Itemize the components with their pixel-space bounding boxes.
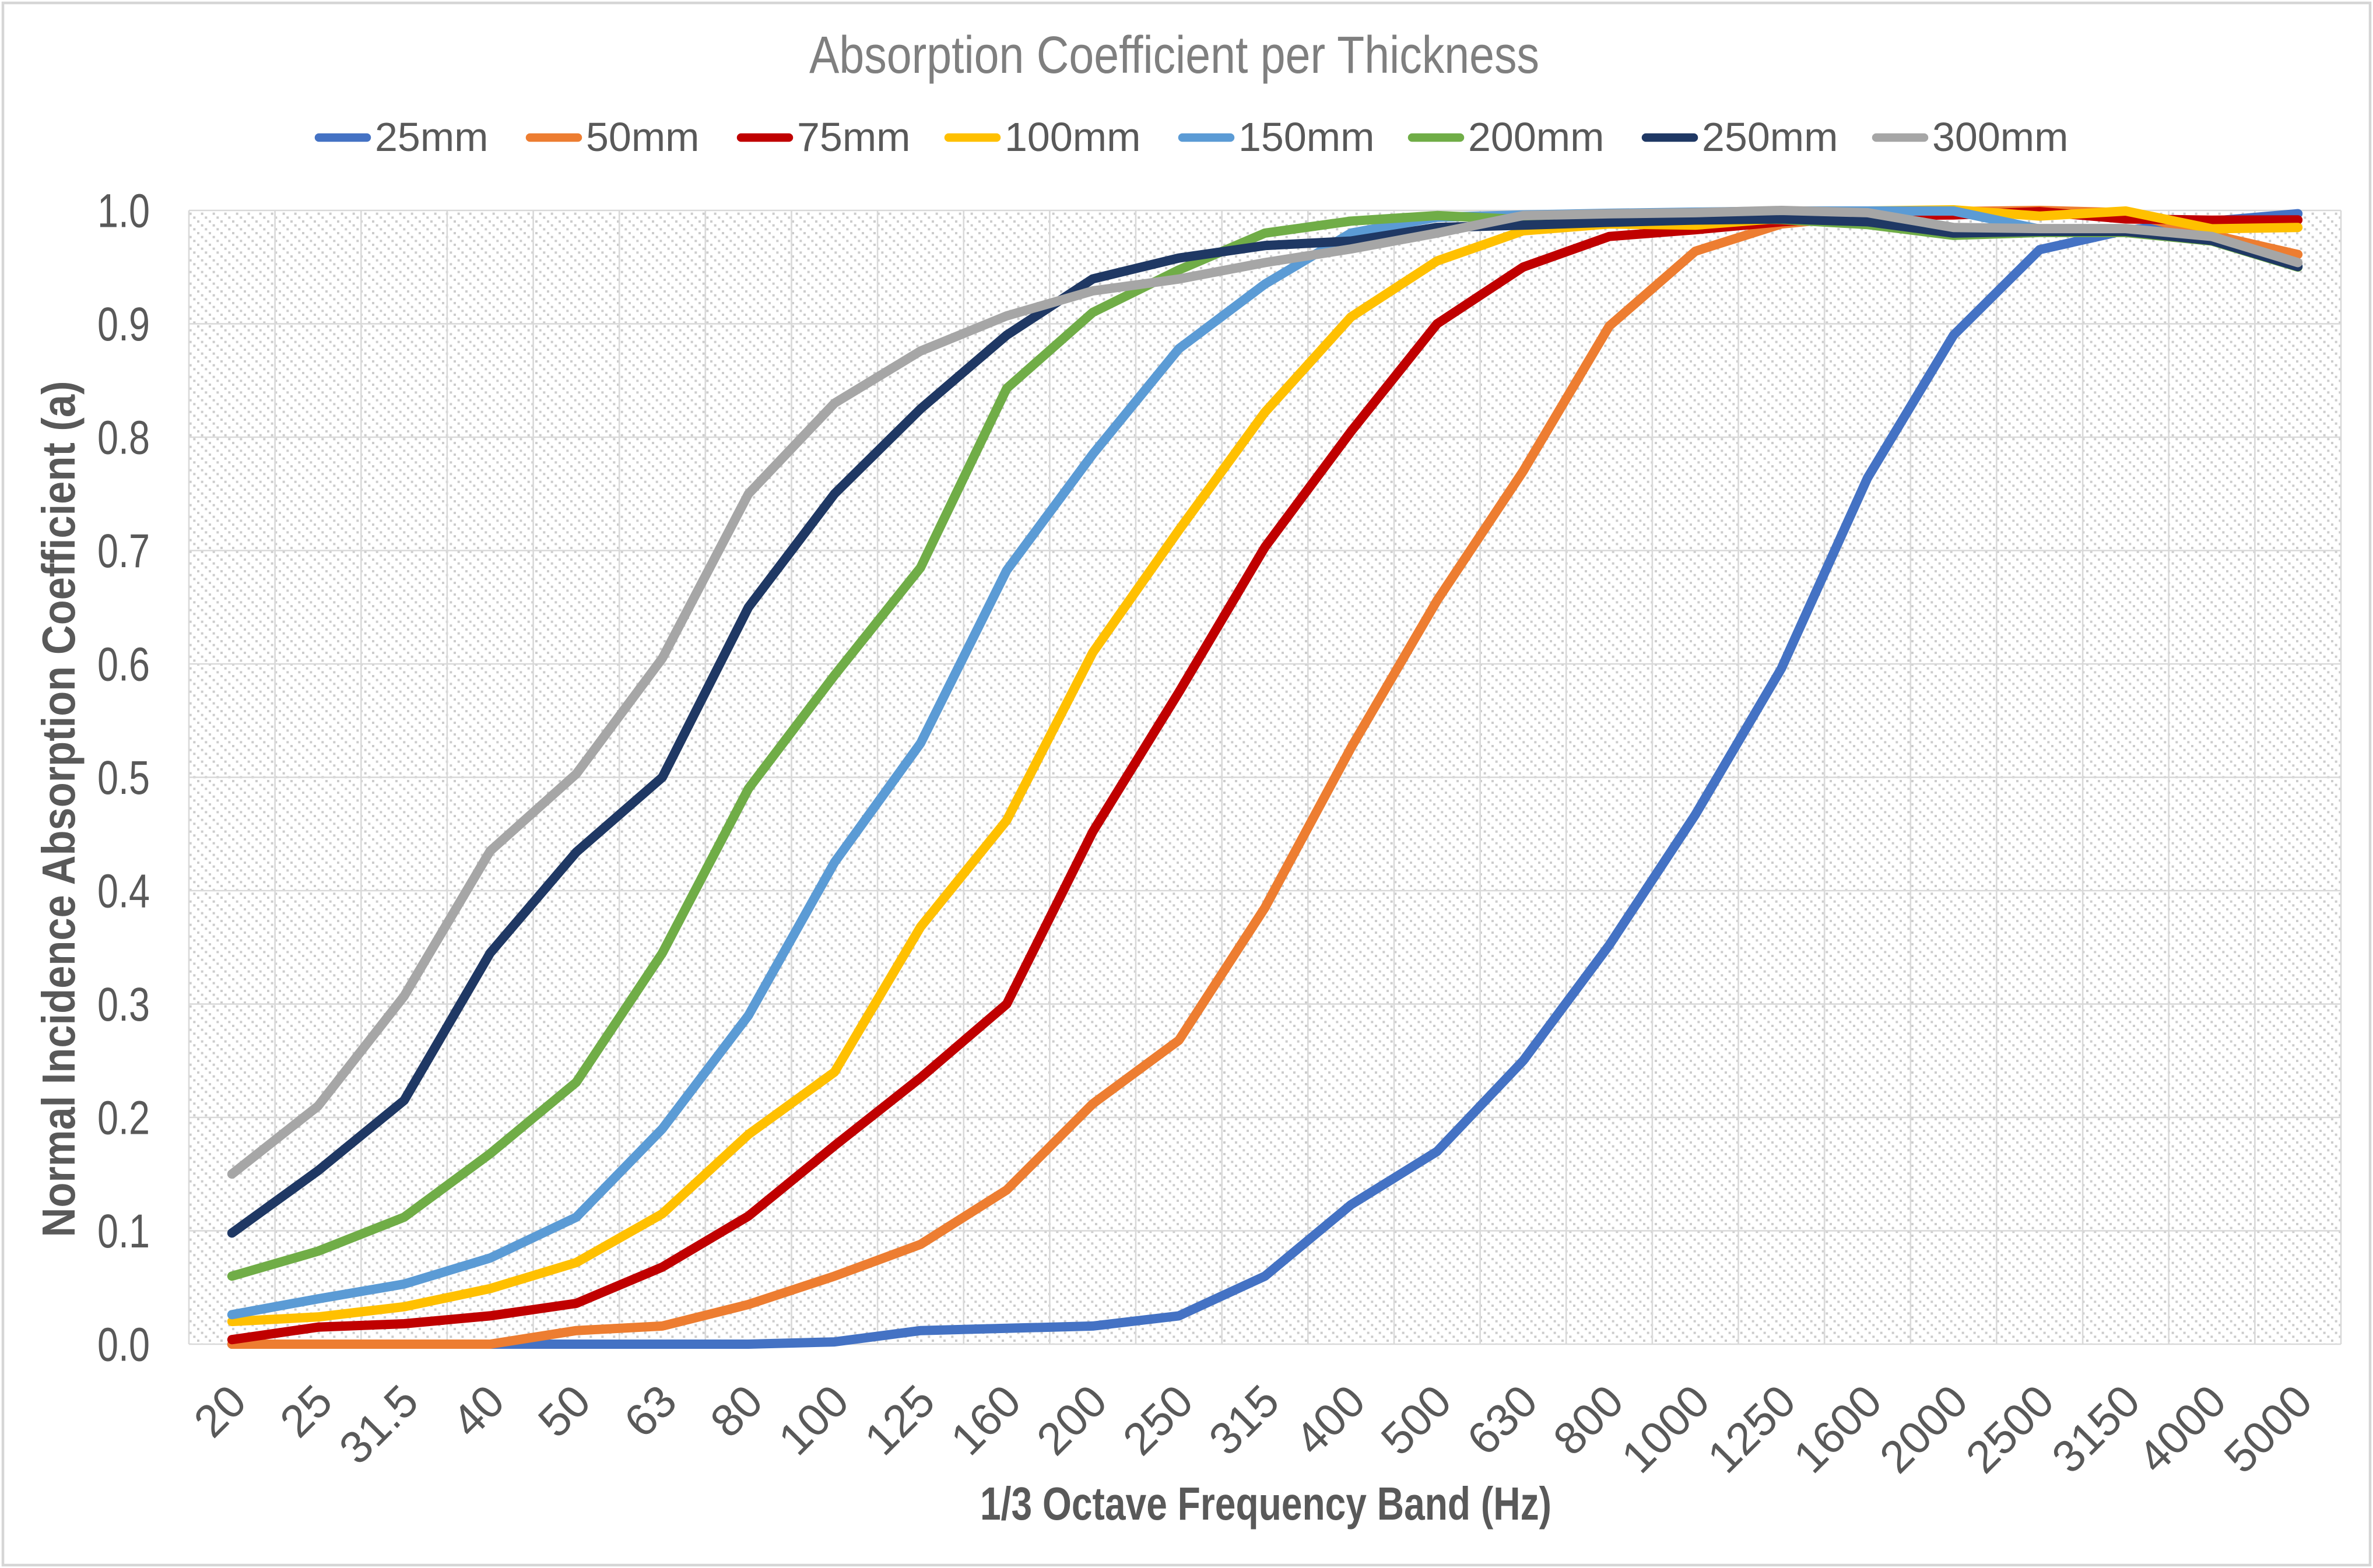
svg-text:1.0: 1.0 (97, 185, 150, 238)
svg-text:300mm: 300mm (1932, 114, 2068, 160)
svg-text:0.9: 0.9 (97, 298, 150, 351)
svg-text:0.8: 0.8 (97, 412, 150, 465)
svg-text:25mm: 25mm (375, 114, 488, 160)
svg-text:250mm: 250mm (1702, 114, 1838, 160)
svg-text:0.1: 0.1 (97, 1205, 150, 1258)
svg-text:0.7: 0.7 (97, 525, 150, 578)
svg-text:0.5: 0.5 (97, 751, 150, 804)
svg-text:Absorption Coefficient per Thi: Absorption Coefficient per Thickness (809, 26, 1539, 85)
svg-text:Normal Incidence Absorption Co: Normal Incidence Absorption Coefficient … (33, 381, 85, 1237)
svg-text:0.0: 0.0 (97, 1319, 150, 1372)
svg-text:1/3 Octave Frequency Band (Hz): 1/3 Octave Frequency Band (Hz) (980, 1478, 1551, 1530)
svg-text:0.6: 0.6 (97, 638, 150, 691)
svg-text:75mm: 75mm (797, 114, 910, 160)
svg-text:150mm: 150mm (1238, 114, 1374, 160)
svg-text:0.3: 0.3 (97, 978, 150, 1031)
svg-text:200mm: 200mm (1468, 114, 1604, 160)
svg-text:0.2: 0.2 (97, 1092, 150, 1145)
svg-text:0.4: 0.4 (97, 865, 150, 918)
svg-text:50mm: 50mm (586, 114, 699, 160)
svg-text:100mm: 100mm (1005, 114, 1140, 160)
